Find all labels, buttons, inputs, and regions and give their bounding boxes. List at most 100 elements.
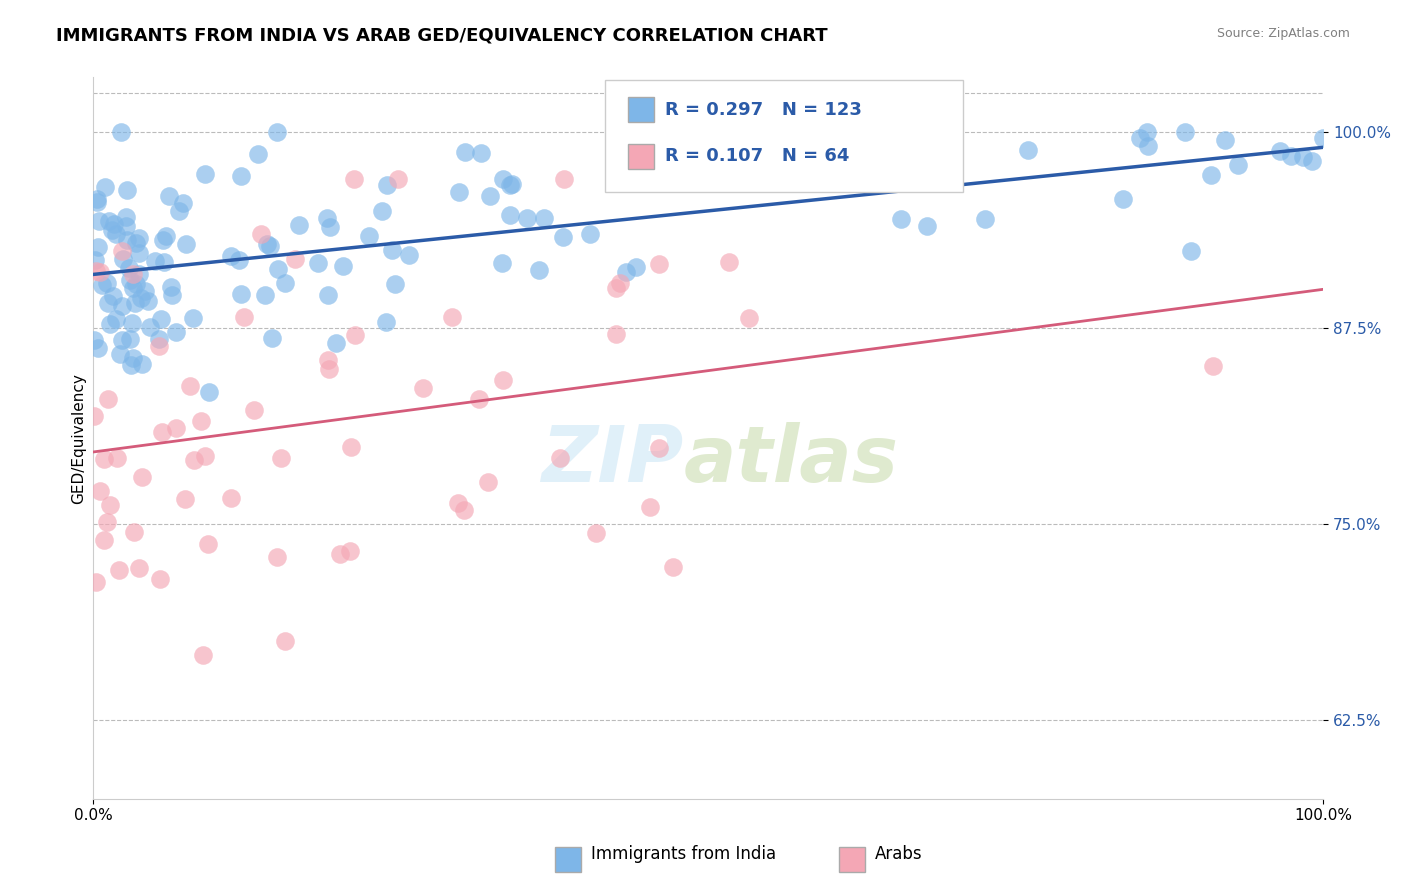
Point — [332, 260, 354, 274]
Point — [1215, 133, 1237, 147]
Point — [172, 196, 194, 211]
Point — [449, 186, 471, 200]
Point — [190, 414, 212, 428]
Point — [375, 315, 398, 329]
Point — [149, 572, 172, 586]
Point — [738, 310, 761, 325]
Point — [121, 316, 143, 330]
Point — [86, 192, 108, 206]
Point — [111, 299, 134, 313]
Point — [89, 213, 111, 227]
Point — [98, 214, 121, 228]
Point — [193, 648, 215, 662]
Point — [370, 203, 392, 218]
Point — [228, 253, 250, 268]
Point — [183, 311, 205, 326]
Point — [131, 357, 153, 371]
Point — [915, 219, 938, 234]
Point — [529, 263, 551, 277]
Point — [167, 204, 190, 219]
Point — [454, 145, 477, 160]
Point — [115, 183, 138, 197]
Point — [115, 210, 138, 224]
Point — [551, 230, 574, 244]
Point — [548, 450, 571, 465]
Point — [499, 178, 522, 193]
Point — [270, 451, 292, 466]
Point — [150, 311, 173, 326]
Point — [453, 503, 475, 517]
Point — [492, 172, 515, 186]
Point — [183, 453, 205, 467]
Point — [120, 333, 142, 347]
Point — [91, 278, 114, 293]
Point — [118, 261, 141, 276]
Point — [1129, 131, 1152, 145]
Point — [253, 288, 276, 302]
Point — [148, 339, 170, 353]
Point — [197, 537, 219, 551]
Point — [491, 255, 513, 269]
Point — [115, 219, 138, 233]
Point — [105, 312, 128, 326]
Point — [160, 280, 183, 294]
Point — [103, 217, 125, 231]
Point — [375, 178, 398, 192]
Point — [129, 291, 152, 305]
Point — [329, 547, 352, 561]
Point — [138, 293, 160, 308]
Point — [1199, 168, 1222, 182]
Point — [243, 403, 266, 417]
Point — [108, 347, 131, 361]
Point — [1268, 144, 1291, 158]
Point — [884, 172, 907, 186]
Point — [153, 254, 176, 268]
Point — [259, 238, 281, 252]
Point — [219, 249, 242, 263]
Point — [108, 563, 131, 577]
Point — [198, 384, 221, 399]
Point — [266, 549, 288, 564]
Point — [96, 515, 118, 529]
Text: Immigrants from India: Immigrants from India — [591, 845, 776, 863]
Text: ZIP: ZIP — [541, 422, 683, 498]
Point — [97, 296, 120, 310]
Point — [256, 236, 278, 251]
Point — [579, 227, 602, 241]
Point — [478, 189, 501, 203]
Point — [662, 560, 685, 574]
Point — [626, 260, 648, 275]
Point — [128, 268, 150, 282]
Point — [157, 189, 180, 203]
Point — [609, 276, 631, 290]
Point — [179, 378, 201, 392]
Y-axis label: GED/Equivalency: GED/Equivalency — [72, 373, 86, 504]
Point — [492, 373, 515, 387]
Point — [553, 172, 575, 186]
Point — [387, 172, 409, 186]
Point — [104, 227, 127, 242]
Point — [273, 634, 295, 648]
Point — [148, 332, 170, 346]
Point — [150, 425, 173, 439]
Point — [233, 310, 256, 324]
Point — [98, 499, 121, 513]
Point — [120, 358, 142, 372]
Point — [94, 180, 117, 194]
Point — [101, 223, 124, 237]
Point — [138, 319, 160, 334]
Point — [111, 244, 134, 258]
Point — [250, 227, 273, 242]
Point — [125, 277, 148, 292]
Point — [111, 252, 134, 266]
Point — [717, 255, 740, 269]
Point — [111, 333, 134, 347]
Point — [219, 491, 242, 505]
Point — [131, 470, 153, 484]
Point — [87, 341, 110, 355]
Point — [97, 392, 120, 406]
Point — [1111, 193, 1133, 207]
Point — [316, 211, 339, 225]
Point — [143, 253, 166, 268]
Point — [318, 362, 340, 376]
